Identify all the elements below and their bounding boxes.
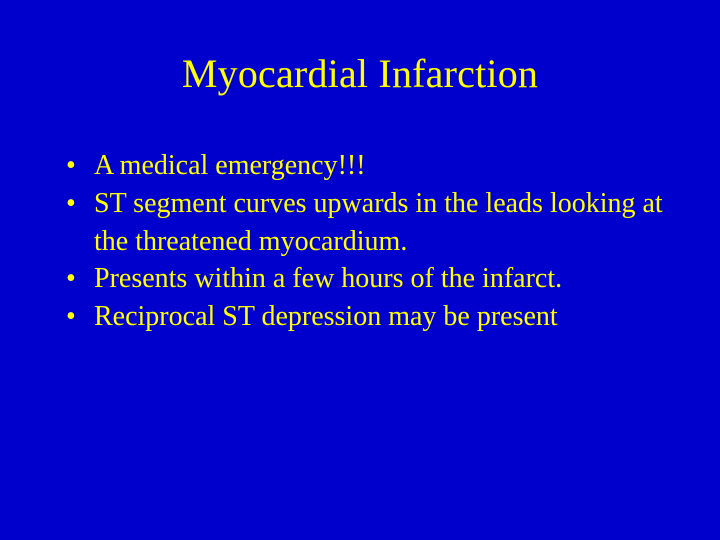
slide-title: Myocardial Infarction	[56, 50, 664, 97]
list-item: A medical emergency!!!	[66, 147, 664, 185]
list-item: ST segment curves upwards in the leads l…	[66, 185, 664, 261]
list-item: Presents within a few hours of the infar…	[66, 260, 664, 298]
list-item: Reciprocal ST depression may be present	[66, 298, 664, 336]
slide: Myocardial Infarction A medical emergenc…	[0, 0, 720, 540]
bullet-list: A medical emergency!!! ST segment curves…	[66, 147, 664, 336]
